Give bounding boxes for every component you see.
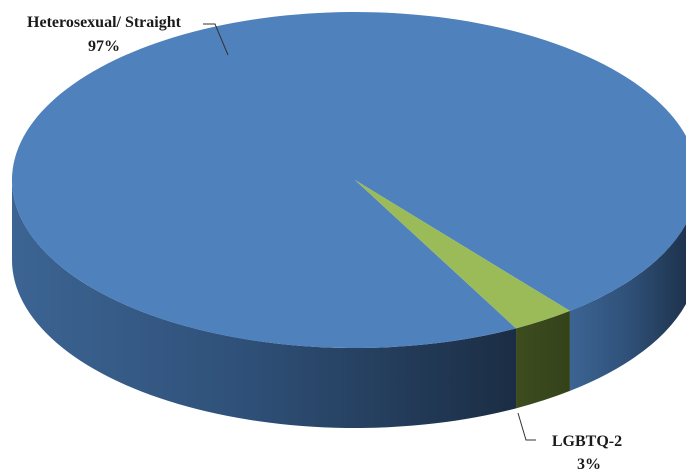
pie-side-slice-0 — [569, 224, 686, 391]
pie-side-slice-0 — [11, 180, 517, 429]
leader-line-slice-0 — [203, 23, 229, 56]
slice-label-heterosexual: Heterosexual/ Straight — [27, 14, 182, 31]
pie-slice-0 — [11, 12, 686, 349]
slice-label-lgbtq: LGBTQ-2 — [552, 433, 622, 450]
leader-line-slice-1 — [517, 412, 536, 441]
pie-top-face — [11, 12, 686, 349]
slice-value-lgbtq: 3% — [577, 456, 601, 473]
slice-value-heterosexual: 97% — [88, 38, 120, 55]
pie-side-slice-1 — [516, 310, 570, 409]
pie-slice-1 — [355, 180, 570, 329]
pie-side-wall — [11, 180, 686, 429]
